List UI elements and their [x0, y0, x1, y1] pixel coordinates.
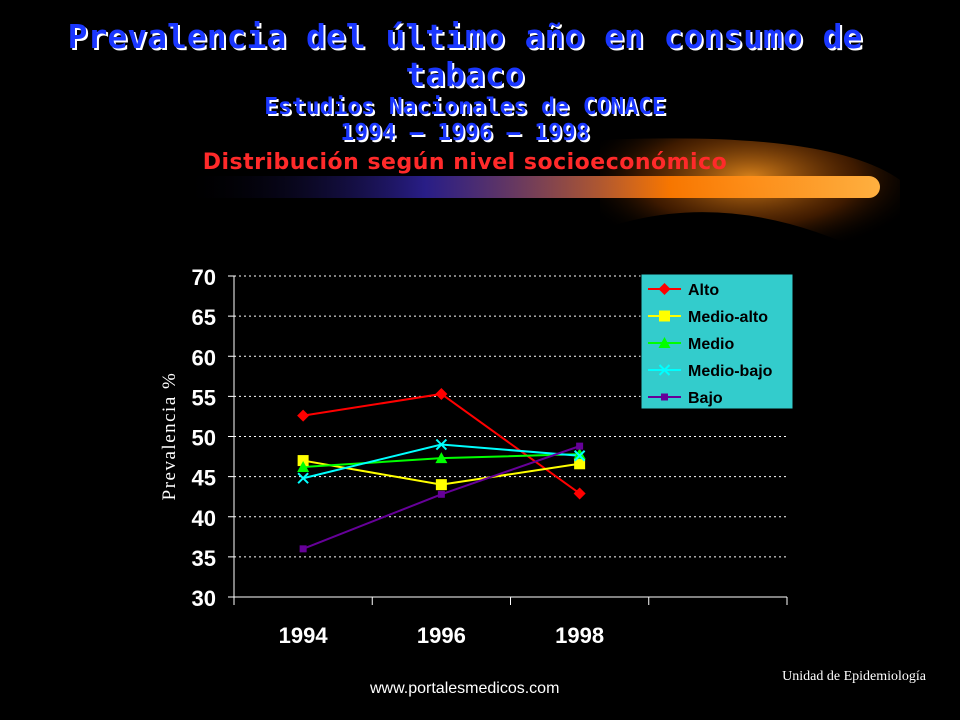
- legend-marker: [661, 393, 668, 401]
- data-point: [437, 490, 445, 498]
- chart-subtitle: Estudios Nacionales de CONACE: [264, 94, 666, 120]
- legend-label: Alto: [688, 282, 719, 299]
- data-point: [576, 442, 584, 450]
- footer-unit: Unidad de Epidemiología: [782, 669, 926, 684]
- data-point: [573, 450, 586, 462]
- y-tick-label: 40: [192, 506, 216, 531]
- data-point: [435, 452, 448, 464]
- chart-years: 1994 – 1996 – 1998: [340, 120, 590, 146]
- y-tick-label: 30: [192, 586, 216, 611]
- y-axis-label: Prevalencia %: [159, 372, 180, 501]
- data-point: [435, 387, 448, 400]
- title-block: Prevalencia del último año en consumo de…: [40, 18, 890, 178]
- x-tick-label: 1998: [555, 623, 604, 648]
- legend-marker: [658, 337, 671, 348]
- y-tick-label: 45: [192, 466, 216, 491]
- data-point: [297, 455, 309, 467]
- legend-marker: [658, 364, 671, 376]
- legend-marker: [658, 283, 671, 295]
- legend-label: Medio-alto: [688, 309, 768, 326]
- y-tick-label: 65: [192, 305, 216, 330]
- legend-label: Medio-bajo: [688, 363, 773, 380]
- data-point: [297, 409, 310, 422]
- legend-label: Medio: [688, 336, 734, 353]
- legend-marker: [659, 310, 670, 322]
- y-tick-label: 35: [192, 546, 216, 571]
- data-point: [573, 487, 586, 500]
- data-point: [573, 448, 586, 460]
- chart-title: Prevalencia del último año en consumo de…: [67, 17, 863, 94]
- y-tick-label: 50: [192, 426, 216, 451]
- data-point: [297, 460, 310, 472]
- legend-label: Bajo: [688, 390, 723, 407]
- y-tick-label: 70: [192, 265, 216, 290]
- y-tick-label: 55: [192, 385, 216, 410]
- data-point: [435, 438, 448, 451]
- x-tick-label: 1996: [417, 623, 466, 648]
- data-point: [297, 472, 309, 484]
- data-point: [574, 458, 586, 470]
- chart-distribution-label: Distribución según nivel socioeconómico: [202, 150, 728, 175]
- footer-url: www.portalesmedicos.com: [370, 680, 560, 697]
- data-point: [299, 545, 307, 553]
- data-point: [435, 479, 447, 491]
- y-tick-label: 60: [192, 345, 216, 370]
- x-tick-label: 1994: [279, 623, 329, 648]
